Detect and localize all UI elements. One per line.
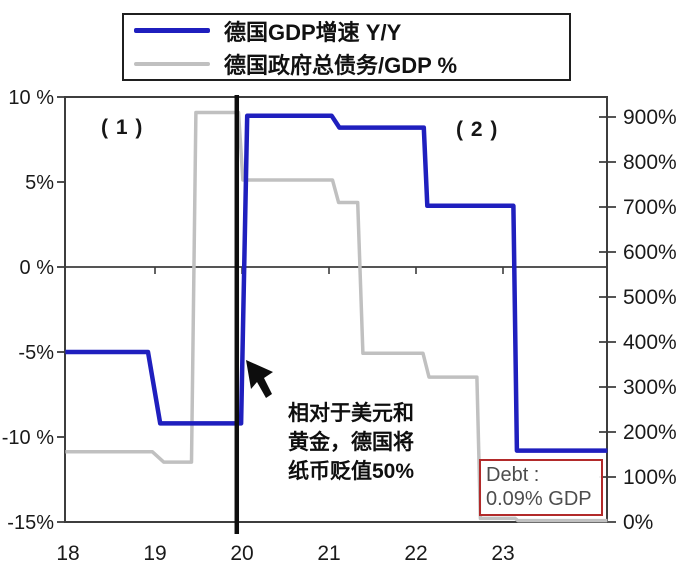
left-axis-tick-label: -15%	[7, 512, 54, 534]
debt-gdp-line	[65, 110, 608, 523]
right-axis-tick-label: 800%	[623, 151, 677, 174]
right-axis-tick-label: 500%	[623, 286, 677, 309]
devaluation-note-line3: 纸币贬值50%	[288, 460, 415, 483]
legend-item-gdp-growth: 德国GDP增速 Y/Y	[134, 19, 569, 45]
legend: 德国GDP增速 Y/Y 德国政府总债务/GDP %	[122, 13, 571, 81]
right-axis-tick-label: 300%	[623, 376, 677, 399]
x-axis-tick-label: 18	[56, 542, 79, 565]
x-axis-tick-label: 22	[404, 542, 427, 565]
legend-label-gdp-growth: 德国GDP增速 Y/Y	[224, 19, 402, 45]
right-axis-tick-label: 700%	[623, 196, 677, 219]
debt-callout-line2: 0.09% GDP	[486, 488, 592, 510]
left-axis-tick-label: -5%	[18, 342, 54, 364]
devaluation-arrow-icon	[246, 360, 273, 398]
right-axis-tick-label: 100%	[623, 466, 677, 489]
devaluation-note: 相对于美元和 黄金，德国将 纸币贬值50%	[288, 399, 414, 486]
x-axis-tick-label: 20	[230, 542, 253, 565]
legend-line-sample-gdp-icon	[134, 28, 210, 33]
legend-line-sample-debt-icon	[134, 61, 210, 66]
left-axis-tick-label: -10 %	[2, 427, 54, 449]
plot-border	[64, 96, 608, 523]
right-axis-tick-label: 900%	[623, 106, 677, 129]
debt-callout-box: Debt : 0.09% GDP	[479, 459, 603, 516]
debt-callout-line1: Debt :	[486, 464, 540, 486]
legend-item-debt-gdp: 德国政府总债务/GDP %	[134, 52, 569, 78]
left-axis-tick-label: 0 %	[20, 257, 55, 279]
right-axis-tick-label: 400%	[623, 331, 677, 354]
right-axis-tick-label: 600%	[623, 241, 677, 264]
left-axis-tick-label: 5%	[25, 172, 54, 194]
left-axis-tick-label: 10 %	[8, 87, 54, 109]
phase-label-2: ( 2 )	[456, 118, 499, 141]
x-axis-tick-label: 21	[317, 542, 340, 565]
phase-label-1: ( 1 )	[101, 116, 144, 139]
x-axis-tick-label: 23	[491, 542, 514, 565]
right-axis-tick-label: 200%	[623, 421, 677, 444]
gdp-growth-line	[65, 113, 608, 453]
devaluation-note-line1: 相对于美元和	[288, 402, 414, 425]
right-axis-tick-label: 0%	[623, 511, 653, 534]
devaluation-note-line2: 黄金，德国将	[288, 431, 414, 454]
legend-label-debt-gdp: 德国政府总债务/GDP %	[224, 52, 458, 78]
x-axis-tick-label: 19	[143, 542, 166, 565]
